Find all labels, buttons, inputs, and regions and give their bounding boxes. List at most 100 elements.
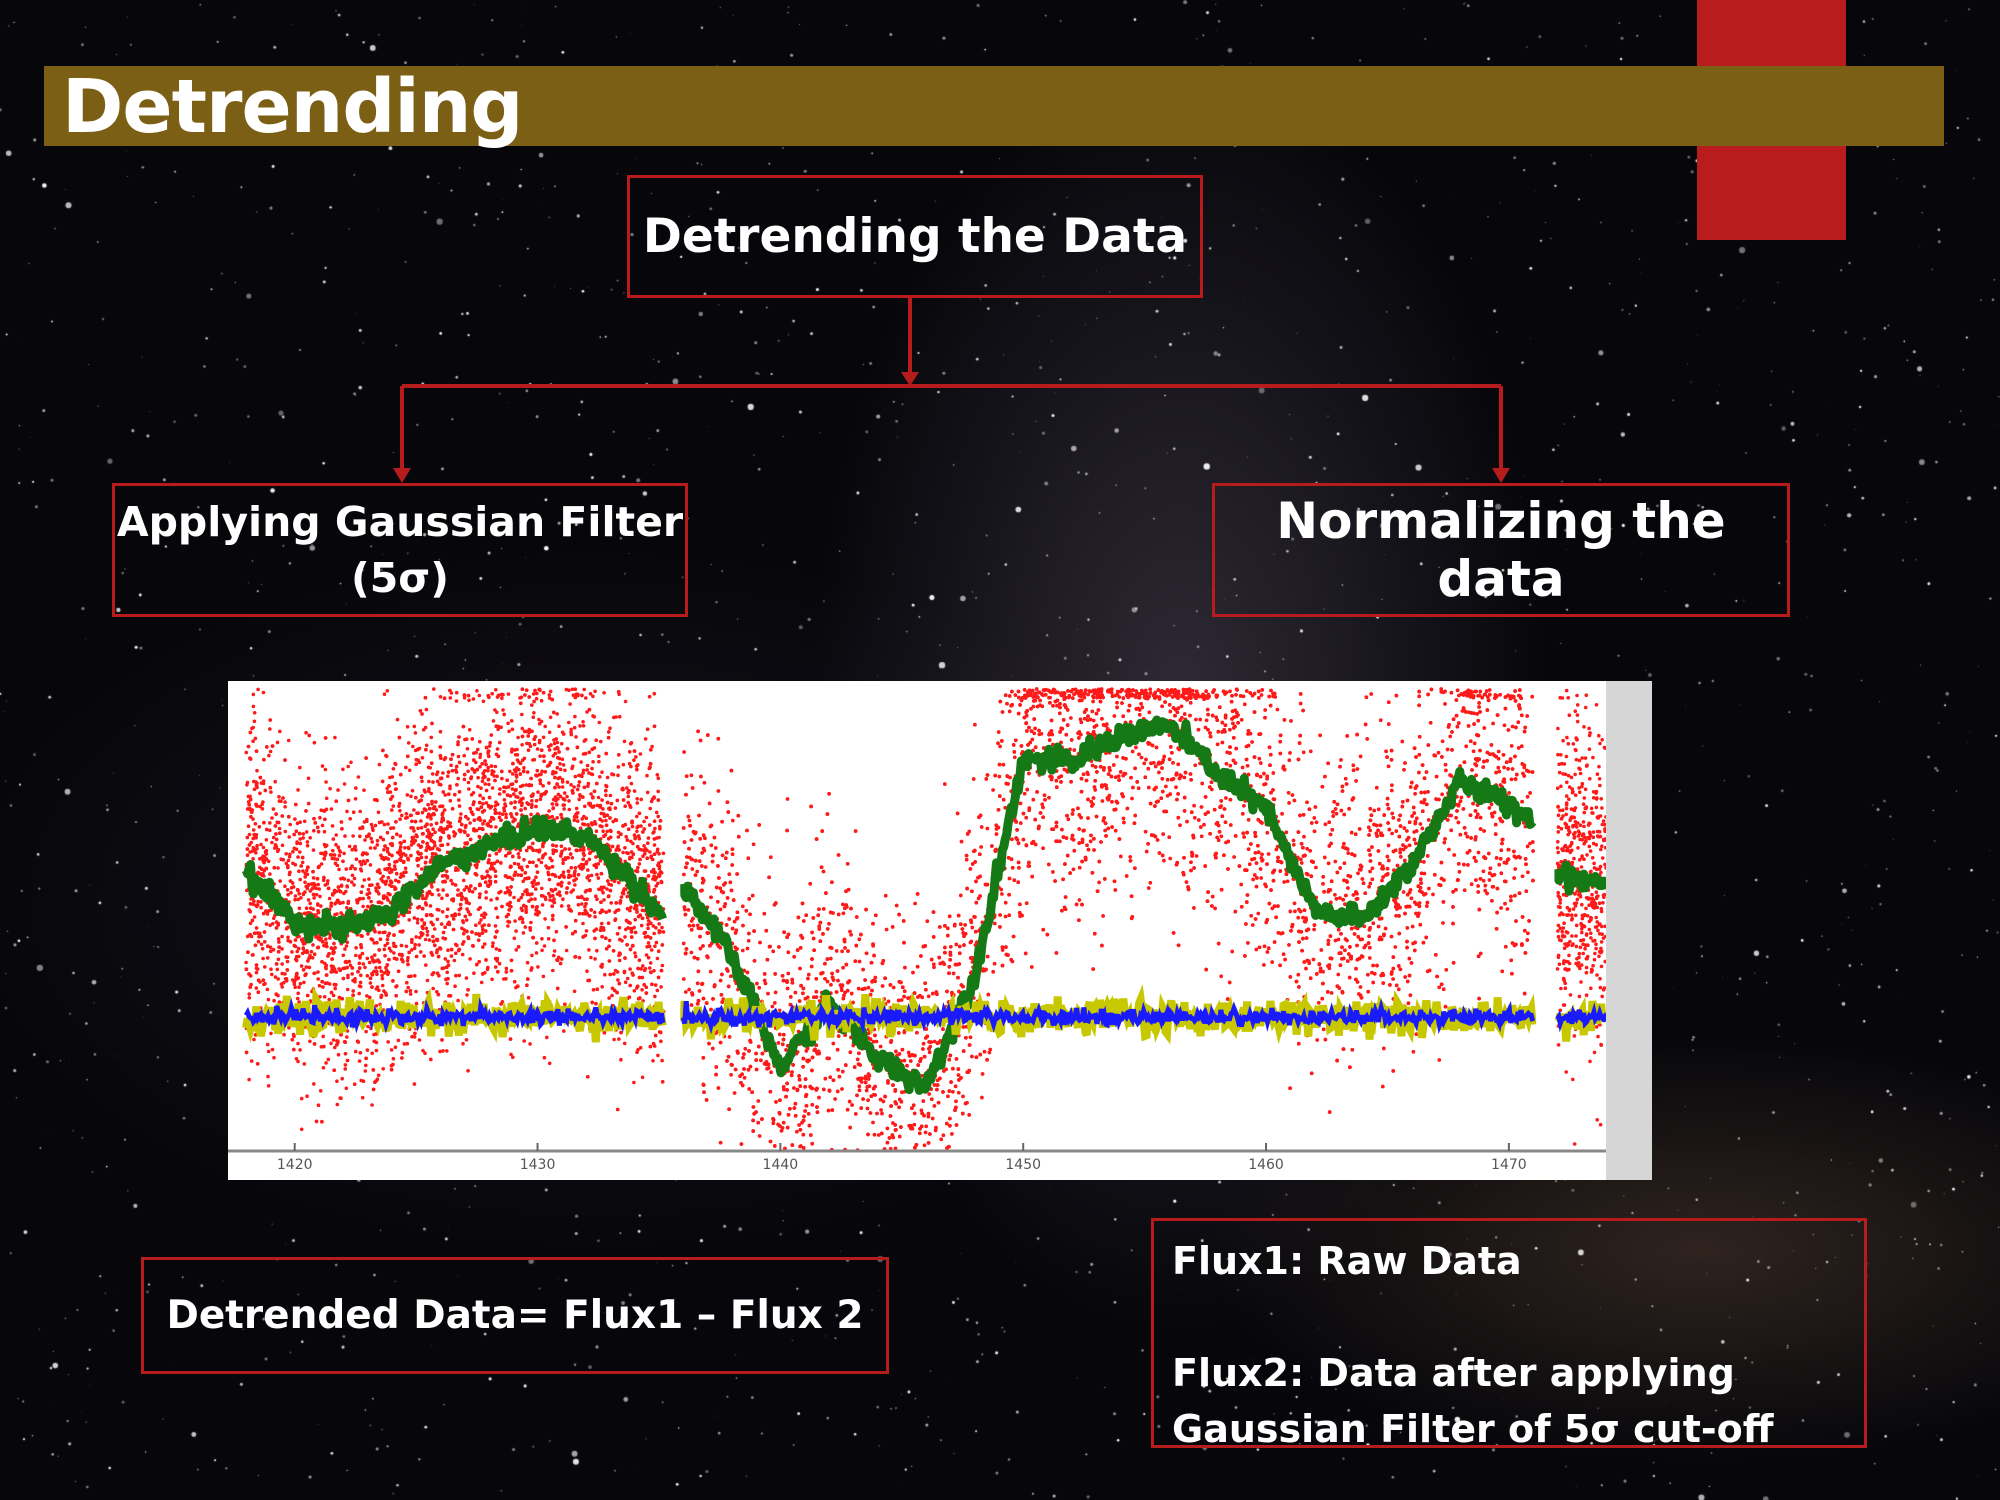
raw-flux-point: [291, 849, 295, 854]
raw-flux-point: [454, 699, 459, 703]
raw-flux-point: [551, 851, 555, 856]
raw-flux-point: [487, 853, 492, 858]
raw-flux-point: [294, 802, 298, 807]
raw-flux-point: [622, 887, 627, 891]
raw-flux-point: [520, 687, 525, 691]
raw-flux-point: [375, 869, 380, 874]
raw-flux-point: [486, 768, 490, 773]
raw-flux-point: [607, 806, 612, 810]
raw-flux-point: [616, 835, 621, 839]
raw-flux-point: [613, 917, 618, 921]
raw-flux-point: [335, 898, 340, 903]
raw-flux-point: [654, 926, 658, 930]
raw-flux-point: [567, 807, 572, 812]
raw-flux-point: [286, 865, 290, 870]
raw-flux-point: [656, 1053, 660, 1058]
raw-flux-point: [396, 969, 401, 974]
raw-flux-point: [532, 742, 537, 747]
raw-flux-point: [327, 952, 331, 956]
raw-flux-point: [545, 1035, 549, 1040]
raw-flux-point: [254, 851, 258, 855]
raw-flux-point: [315, 876, 320, 881]
raw-flux-point: [365, 1048, 370, 1052]
raw-flux-point: [259, 842, 263, 847]
raw-flux-point: [555, 782, 559, 786]
raw-flux-point: [550, 904, 554, 908]
raw-flux-point: [299, 1127, 304, 1132]
raw-flux-point: [560, 730, 565, 735]
raw-flux-point: [499, 818, 503, 822]
raw-flux-point: [384, 965, 388, 970]
raw-flux-point: [248, 974, 253, 978]
raw-flux-point: [452, 830, 456, 834]
raw-flux-point: [614, 901, 618, 905]
raw-flux-point: [521, 783, 525, 788]
raw-flux-point: [297, 906, 302, 911]
raw-flux-point: [660, 1058, 664, 1063]
raw-flux-point: [366, 904, 370, 909]
raw-flux-point: [389, 884, 394, 888]
raw-flux-point: [266, 1074, 270, 1079]
raw-flux-point: [573, 695, 578, 700]
raw-flux-point: [439, 835, 443, 840]
raw-flux-point: [282, 980, 286, 985]
raw-flux-point: [319, 808, 323, 812]
raw-flux-point: [457, 819, 462, 823]
raw-flux-point: [320, 823, 325, 828]
raw-flux-point: [426, 765, 431, 770]
raw-flux-point: [600, 770, 604, 774]
raw-flux-point: [566, 904, 571, 908]
raw-flux-point: [472, 827, 476, 831]
raw-flux-point: [382, 971, 387, 975]
raw-flux-point: [307, 965, 312, 970]
raw-flux-point: [412, 1035, 417, 1039]
raw-flux-point: [350, 848, 354, 852]
raw-flux-point: [276, 820, 281, 825]
raw-flux-point: [617, 1037, 621, 1041]
raw-flux-point: [586, 781, 591, 786]
raw-flux-point: [285, 888, 290, 892]
raw-flux-point: [457, 973, 462, 978]
raw-flux-point: [251, 725, 255, 730]
raw-flux-point: [617, 958, 622, 963]
raw-flux-point: [523, 806, 527, 811]
raw-flux-point: [534, 804, 538, 809]
raw-flux-point: [251, 857, 255, 861]
raw-flux-point: [518, 798, 523, 803]
raw-flux-point: [660, 925, 664, 930]
raw-flux-point: [404, 870, 408, 874]
raw-flux-point: [383, 943, 387, 948]
raw-flux-point: [251, 739, 255, 743]
raw-flux-point: [423, 901, 428, 905]
raw-flux-point: [335, 857, 340, 862]
raw-flux-point: [247, 832, 252, 837]
raw-flux-point: [530, 966, 534, 970]
raw-flux-point: [652, 796, 656, 800]
raw-flux-point: [467, 698, 471, 702]
raw-flux-point: [306, 865, 310, 869]
raw-flux-point: [407, 918, 411, 922]
raw-flux-point: [481, 945, 485, 949]
raw-flux-point: [653, 826, 657, 831]
raw-flux-point: [259, 942, 264, 947]
raw-flux-point: [486, 765, 491, 770]
raw-flux-point: [273, 843, 278, 847]
raw-flux-point: [573, 687, 578, 691]
raw-flux-point: [368, 863, 373, 867]
raw-flux-point: [370, 1051, 374, 1056]
raw-flux-point: [479, 786, 483, 790]
raw-flux-point: [356, 775, 361, 779]
raw-flux-point: [616, 690, 621, 694]
raw-flux-point: [297, 891, 301, 896]
raw-flux-point: [604, 784, 609, 789]
raw-flux-point: [265, 745, 269, 749]
raw-flux-point: [483, 880, 488, 884]
raw-flux-point: [387, 862, 392, 867]
raw-flux-point: [445, 893, 449, 897]
raw-flux-point: [256, 870, 260, 875]
raw-flux-point: [594, 865, 599, 870]
raw-flux-point: [446, 959, 450, 964]
raw-flux-point: [623, 804, 627, 808]
raw-flux-point: [535, 870, 540, 874]
raw-flux-point: [554, 844, 559, 848]
